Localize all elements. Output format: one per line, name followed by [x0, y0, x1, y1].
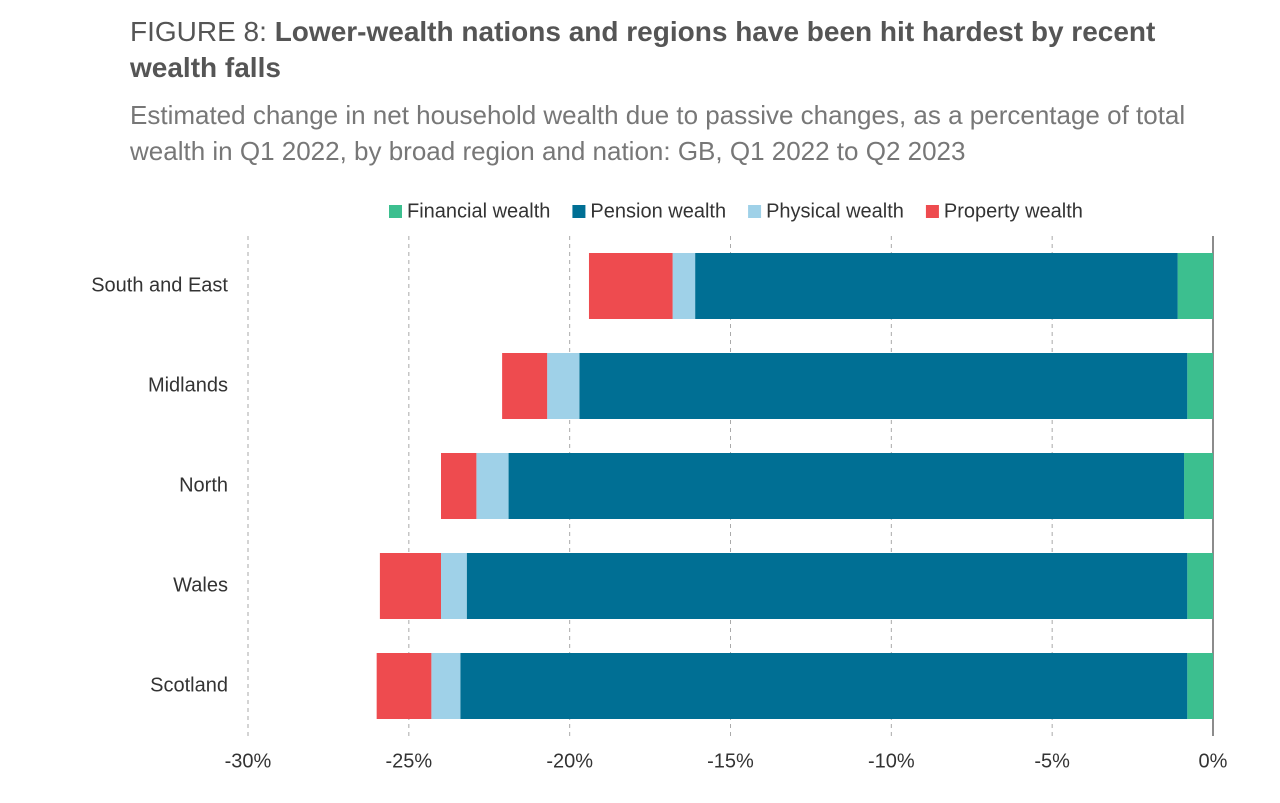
bar-segment	[1187, 653, 1213, 719]
bar-segment	[376, 653, 432, 719]
figure-label: FIGURE 8:	[130, 16, 267, 47]
x-tick-label: 0%	[1199, 750, 1228, 772]
legend-swatch	[389, 205, 402, 218]
y-tick-label: South and East	[91, 274, 228, 296]
bar-segment	[1184, 453, 1213, 519]
bar-segment	[1187, 553, 1213, 619]
legend-swatch	[748, 205, 762, 218]
chart-subtitle: Estimated change in net household wealth…	[130, 100, 1186, 166]
bar-segment	[379, 553, 441, 619]
bar-segment	[695, 253, 1178, 319]
bar-segment	[579, 353, 1188, 419]
legend-label: Physical wealth	[766, 200, 904, 222]
x-tick-label: -25%	[385, 750, 432, 772]
x-tick-label: -20%	[546, 750, 593, 772]
y-tick-label: Scotland	[150, 674, 228, 696]
chart-title-block: FIGURE 8: Lower-wealth nations and regio…	[130, 14, 1210, 86]
legend-label: Property wealth	[944, 200, 1083, 222]
bar-segment	[466, 553, 1188, 619]
bar-segment	[431, 653, 461, 719]
bar-segment	[476, 453, 509, 519]
legend-label: Pension wealth	[590, 200, 726, 222]
y-tick-label: Midlands	[148, 374, 228, 396]
legend-swatch	[925, 205, 939, 218]
bar-segment	[508, 453, 1185, 519]
bar-segment	[547, 353, 580, 419]
bar-segment	[502, 353, 548, 419]
bar-segment	[441, 553, 467, 619]
legend-label: Financial wealth	[407, 200, 550, 222]
y-tick-label: Wales	[173, 574, 228, 596]
x-tick-label: -15%	[707, 750, 754, 772]
y-tick-label: North	[179, 474, 228, 496]
chart-title: Lower-wealth nations and regions have be…	[130, 16, 1156, 83]
bar-segment	[1187, 353, 1213, 419]
x-tick-label: -30%	[225, 750, 272, 772]
x-tick-label: -10%	[868, 750, 915, 772]
bar-segment	[441, 453, 477, 519]
x-tick-label: -5%	[1034, 750, 1070, 772]
bar-segment	[460, 653, 1188, 719]
bar-segment	[1177, 253, 1213, 319]
bar-segment	[588, 253, 673, 319]
legend-swatch	[572, 205, 586, 218]
bar-segment	[672, 253, 696, 319]
